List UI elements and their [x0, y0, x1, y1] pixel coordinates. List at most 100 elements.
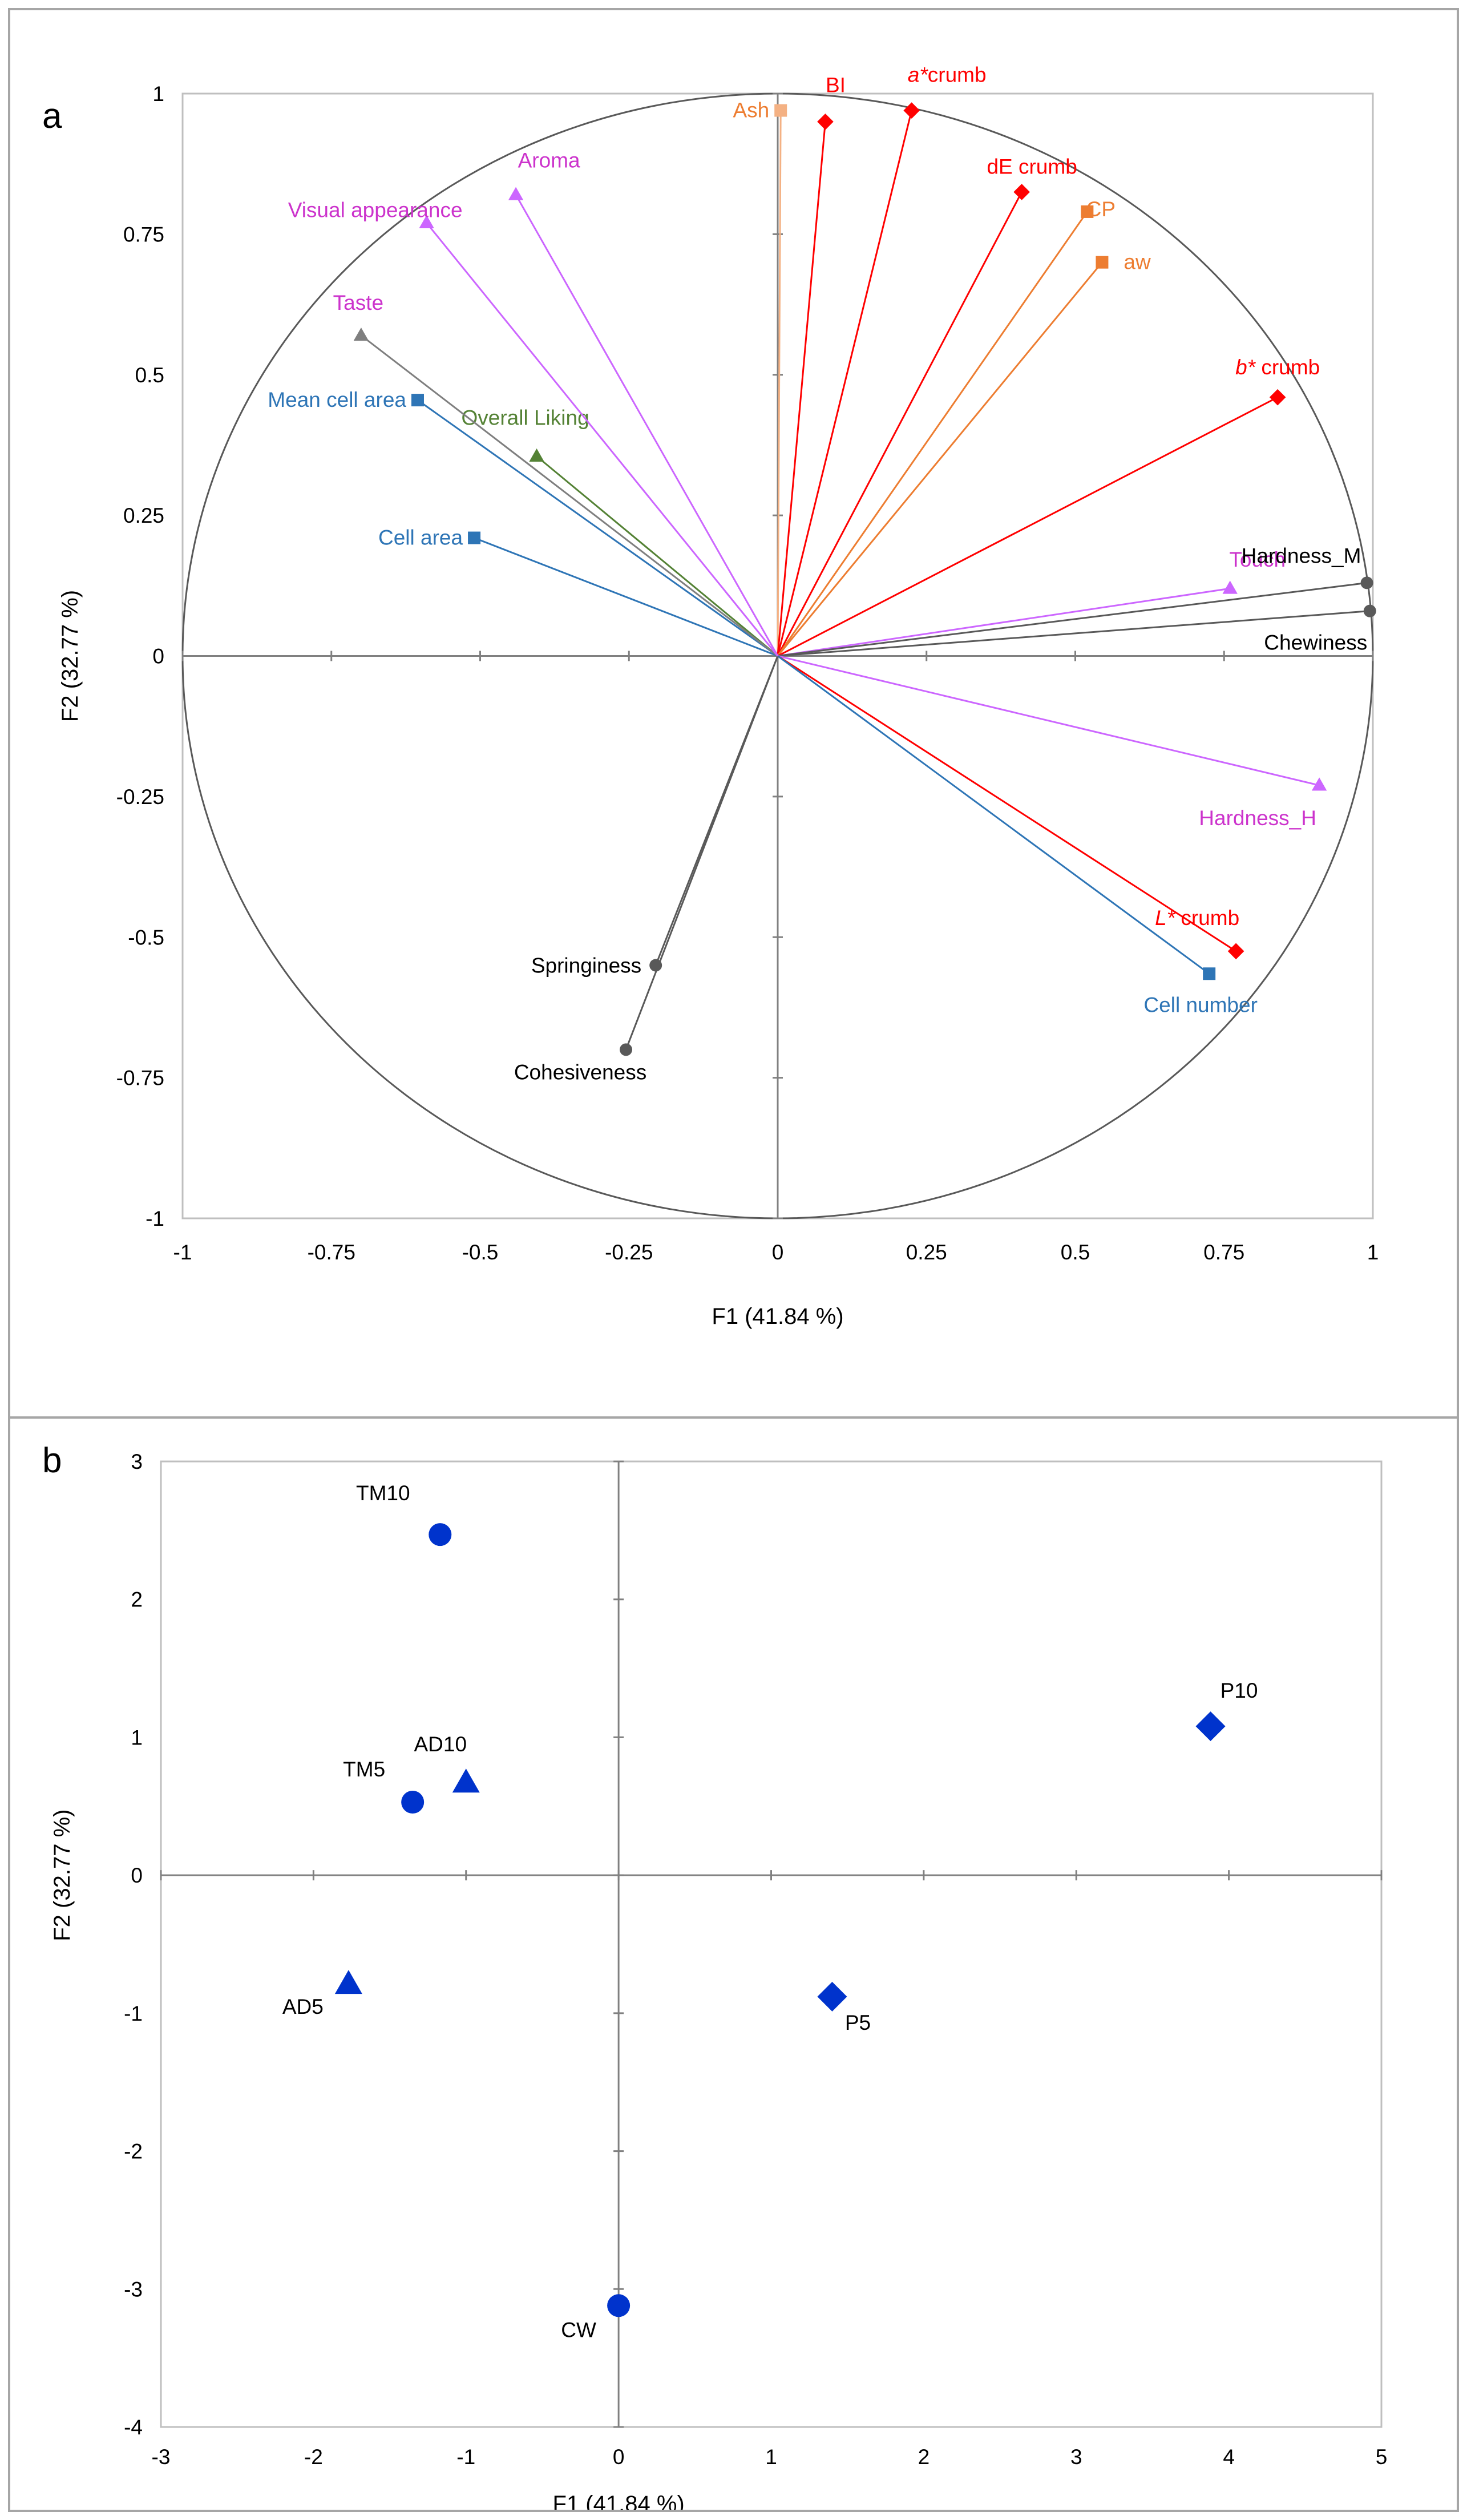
- cp-vector: [777, 211, 1088, 657]
- bi-label: BI: [826, 73, 846, 96]
- x-tick-label: 0: [772, 1241, 784, 1264]
- y-tick-label: -3: [124, 2277, 143, 2301]
- y-tick-label: 0.75: [123, 223, 164, 246]
- ad10-marker: [452, 1768, 480, 1793]
- y-tick-label: -0.75: [116, 1067, 164, 1090]
- y-tick-label: 0.25: [123, 504, 164, 527]
- x-tick-label: 0: [613, 2445, 625, 2469]
- panel-b: b -3 -2 -1 0 1 2 3 4 5 -4 -3 -2 -1 0 1 2 3 F1 (41.84 %) F2…: [8, 1416, 1459, 2512]
- mean-cell-area-vector: [417, 399, 778, 657]
- b-crumb-marker: [1269, 389, 1286, 406]
- x-tick-label: -3: [152, 2445, 171, 2469]
- cw-label: CW: [561, 2318, 596, 2341]
- correlation-circle-chart: -1 -0.75 -0.5 -0.25 0 0.25 0.5 0.75 1 -1 -0.75 -0.5…: [58, 63, 1379, 1329]
- x-tick-label: -0.25: [605, 1241, 653, 1264]
- y-axis-title: F2 (32.77 %): [58, 590, 83, 722]
- panel-a: a -1 -0.75 -0.5 -0.25 0 0.25 0.5 0.75 1 -1 -0.75 -0…: [8, 8, 1459, 1423]
- y-tick-label: -1: [146, 1207, 164, 1230]
- chewiness-label: Chewiness: [1264, 631, 1367, 655]
- observations-scatter-chart: -3 -2 -1 0 1 2 3 4 5 -4 -3 -2 -1 0 1 2 3 F1 (41.84 %) F2 (…: [50, 1450, 1388, 2510]
- l-crumb-marker: [1227, 943, 1244, 960]
- x-tick-label: 5: [1376, 2445, 1388, 2469]
- x-tick-label: 4: [1223, 2445, 1235, 2469]
- mean-cell-area-marker: [411, 394, 424, 407]
- tm5-label: TM5: [343, 1758, 385, 1781]
- x-tick-label: -1: [456, 2445, 475, 2469]
- x-tick-label: 1: [1367, 1241, 1379, 1264]
- de-crumb-marker: [1013, 184, 1030, 200]
- touch-marker: [1222, 580, 1238, 594]
- y-tick-label: -4: [124, 2416, 143, 2439]
- panel-a-label: a: [42, 96, 62, 136]
- cohesiveness-marker: [620, 1043, 633, 1056]
- x-axis-title: F1 (41.84 %): [712, 1304, 843, 1329]
- ad5-label: AD5: [282, 1995, 324, 2018]
- ad5-marker: [334, 1970, 362, 1994]
- tm5-marker: [401, 1791, 425, 1814]
- touch-label: Touch: [1229, 548, 1286, 571]
- tm10-marker: [429, 1523, 452, 1546]
- cohesiveness-vector: [625, 655, 779, 1050]
- x-tick-label: 0.25: [906, 1241, 947, 1264]
- cw-marker: [607, 2294, 631, 2317]
- hardness-m-vector: [777, 581, 1367, 657]
- hardness-h-label: Hardness_H: [1199, 806, 1316, 830]
- y-axis-title: F2 (32.77 %): [50, 1810, 75, 1941]
- tm10-label: TM10: [356, 1481, 410, 1505]
- y-tick-label: -2: [124, 2140, 143, 2163]
- bi-vector: [777, 122, 826, 656]
- a-crumb-marker: [903, 102, 920, 119]
- cp-marker: [1081, 205, 1094, 218]
- p10-label: P10: [1221, 1679, 1258, 1702]
- l-crumb-label: L* crumb: [1155, 906, 1239, 930]
- ash-marker: [774, 104, 787, 117]
- taste-marker: [353, 328, 369, 341]
- panel-b-label: b: [42, 1441, 62, 1480]
- plot-frame: [160, 1460, 1383, 2428]
- x-tick-label: 0.75: [1203, 1241, 1244, 1264]
- y-tick-label: -0.25: [116, 785, 164, 809]
- x-tick-label: 1: [765, 2445, 777, 2469]
- x-tick-label: 3: [1070, 2445, 1082, 2469]
- aw-label: aw: [1124, 251, 1151, 274]
- aw-vector: [777, 261, 1103, 657]
- hardness-h-vector: [777, 655, 1320, 786]
- bi-marker: [817, 113, 834, 130]
- cell-number-vector: [777, 655, 1210, 975]
- y-tick-label: 2: [131, 1588, 143, 1612]
- x-tick-label: 2: [918, 2445, 930, 2469]
- visual-appearance-marker: [419, 215, 434, 229]
- taste-vector: [360, 334, 778, 657]
- de-crumb-label: dE crumb: [987, 155, 1077, 178]
- visual-appearance-vector: [426, 222, 779, 657]
- de-crumb-vector: [777, 191, 1023, 657]
- x-tick-label: -0.5: [462, 1241, 499, 1264]
- overall-liking-vector: [536, 455, 778, 657]
- cell-area-marker: [468, 531, 481, 544]
- touch-vector: [777, 587, 1230, 657]
- p5-marker: [817, 1981, 847, 2012]
- cell-area-vector: [474, 537, 778, 657]
- a-crumb-vector: [777, 110, 913, 656]
- cell-number-label: Cell number: [1143, 993, 1257, 1016]
- x-tick-label: -1: [173, 1241, 192, 1264]
- x-tick-label: -0.75: [308, 1241, 355, 1264]
- hardness-m-label: Hardness_M: [1242, 544, 1361, 567]
- chewiness-vector: [777, 610, 1370, 657]
- y-tick-label: -0.5: [128, 926, 164, 949]
- aroma-label: Aroma: [518, 148, 580, 172]
- y-tick-label: 1: [152, 82, 164, 106]
- p10-marker: [1195, 1711, 1226, 1742]
- x-tick-label: 0.5: [1061, 1241, 1090, 1264]
- chewiness-marker: [1363, 604, 1376, 617]
- ash-label: Ash: [733, 99, 769, 122]
- l-crumb-vector: [777, 655, 1236, 952]
- taste-label: Taste: [333, 291, 383, 314]
- y-tick-label: 0: [152, 645, 164, 668]
- b-crumb-vector: [777, 396, 1278, 657]
- mean-cell-area-label: Mean cell area: [268, 388, 406, 411]
- aroma-marker: [508, 187, 524, 200]
- aroma-vector: [515, 194, 779, 657]
- cp-label: CP: [1086, 197, 1116, 221]
- y-tick-label: 0: [131, 1864, 143, 1887]
